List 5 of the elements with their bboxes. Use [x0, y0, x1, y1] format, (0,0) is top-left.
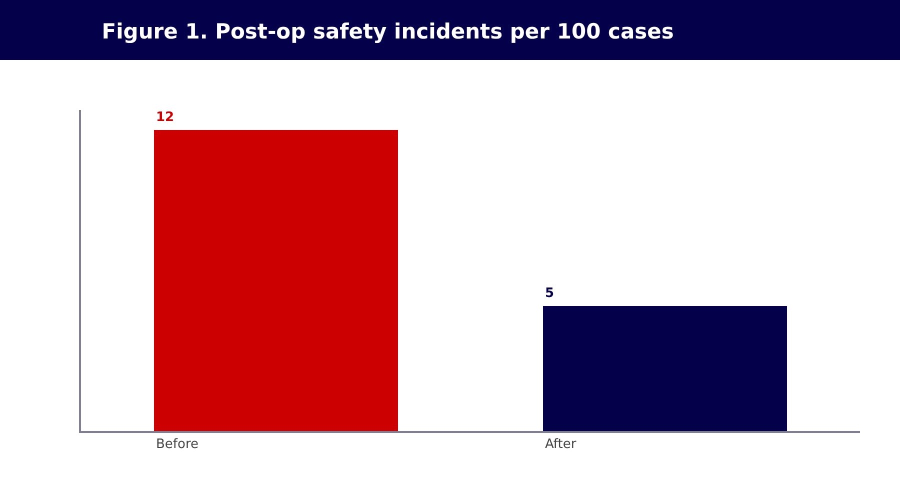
data-label: 5: [545, 286, 554, 301]
chart-title: Figure 1. Post-op safety incidents per 100 cases: [102, 19, 674, 44]
data-label: 12: [156, 110, 174, 125]
x-tick-label: After: [545, 437, 577, 452]
x-tick-label: Before: [156, 437, 199, 452]
